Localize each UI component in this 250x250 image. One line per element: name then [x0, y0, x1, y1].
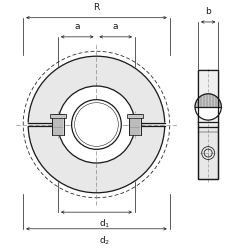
Bar: [127, 114, 143, 118]
Bar: [198, 70, 218, 124]
Polygon shape: [28, 56, 165, 124]
Text: R: R: [93, 2, 100, 12]
Polygon shape: [195, 94, 221, 107]
Bar: [198, 70, 218, 178]
Text: d$_2$: d$_2$: [99, 234, 110, 247]
Bar: [50, 114, 66, 118]
Circle shape: [28, 56, 165, 193]
Circle shape: [195, 94, 221, 120]
Circle shape: [72, 100, 121, 149]
Text: b: b: [205, 8, 211, 16]
Bar: [52, 114, 64, 135]
Text: a: a: [113, 22, 118, 32]
Polygon shape: [28, 124, 165, 193]
Bar: [198, 70, 218, 178]
Text: a: a: [74, 22, 80, 32]
Text: d$_1$: d$_1$: [99, 218, 110, 230]
Bar: [129, 114, 141, 135]
